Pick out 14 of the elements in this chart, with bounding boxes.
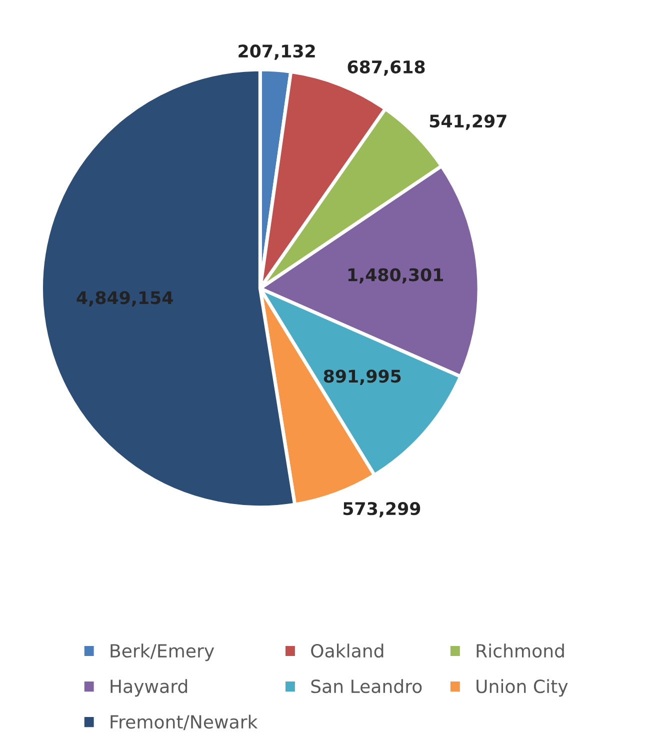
legend-label: Union City [476, 679, 568, 697]
data-label: 891,995 [324, 370, 401, 385]
data-label: 207,132 [238, 44, 315, 60]
data-label: 541,297 [430, 114, 506, 130]
legend-label: Berk/Emery [110, 644, 214, 662]
data-label: 1,480,301 [348, 268, 443, 284]
legend-label: Oakland [311, 644, 384, 658]
data-label: 687,618 [348, 60, 425, 76]
data-label: 4,849,154 [76, 291, 173, 306]
legend-label: Hayward [110, 679, 188, 697]
legend-label: Richmond [476, 644, 564, 658]
data-label: 573,299 [343, 502, 420, 518]
legend-label: Fremont/Newark [110, 714, 258, 730]
legend-label: San Leandro [311, 679, 422, 694]
